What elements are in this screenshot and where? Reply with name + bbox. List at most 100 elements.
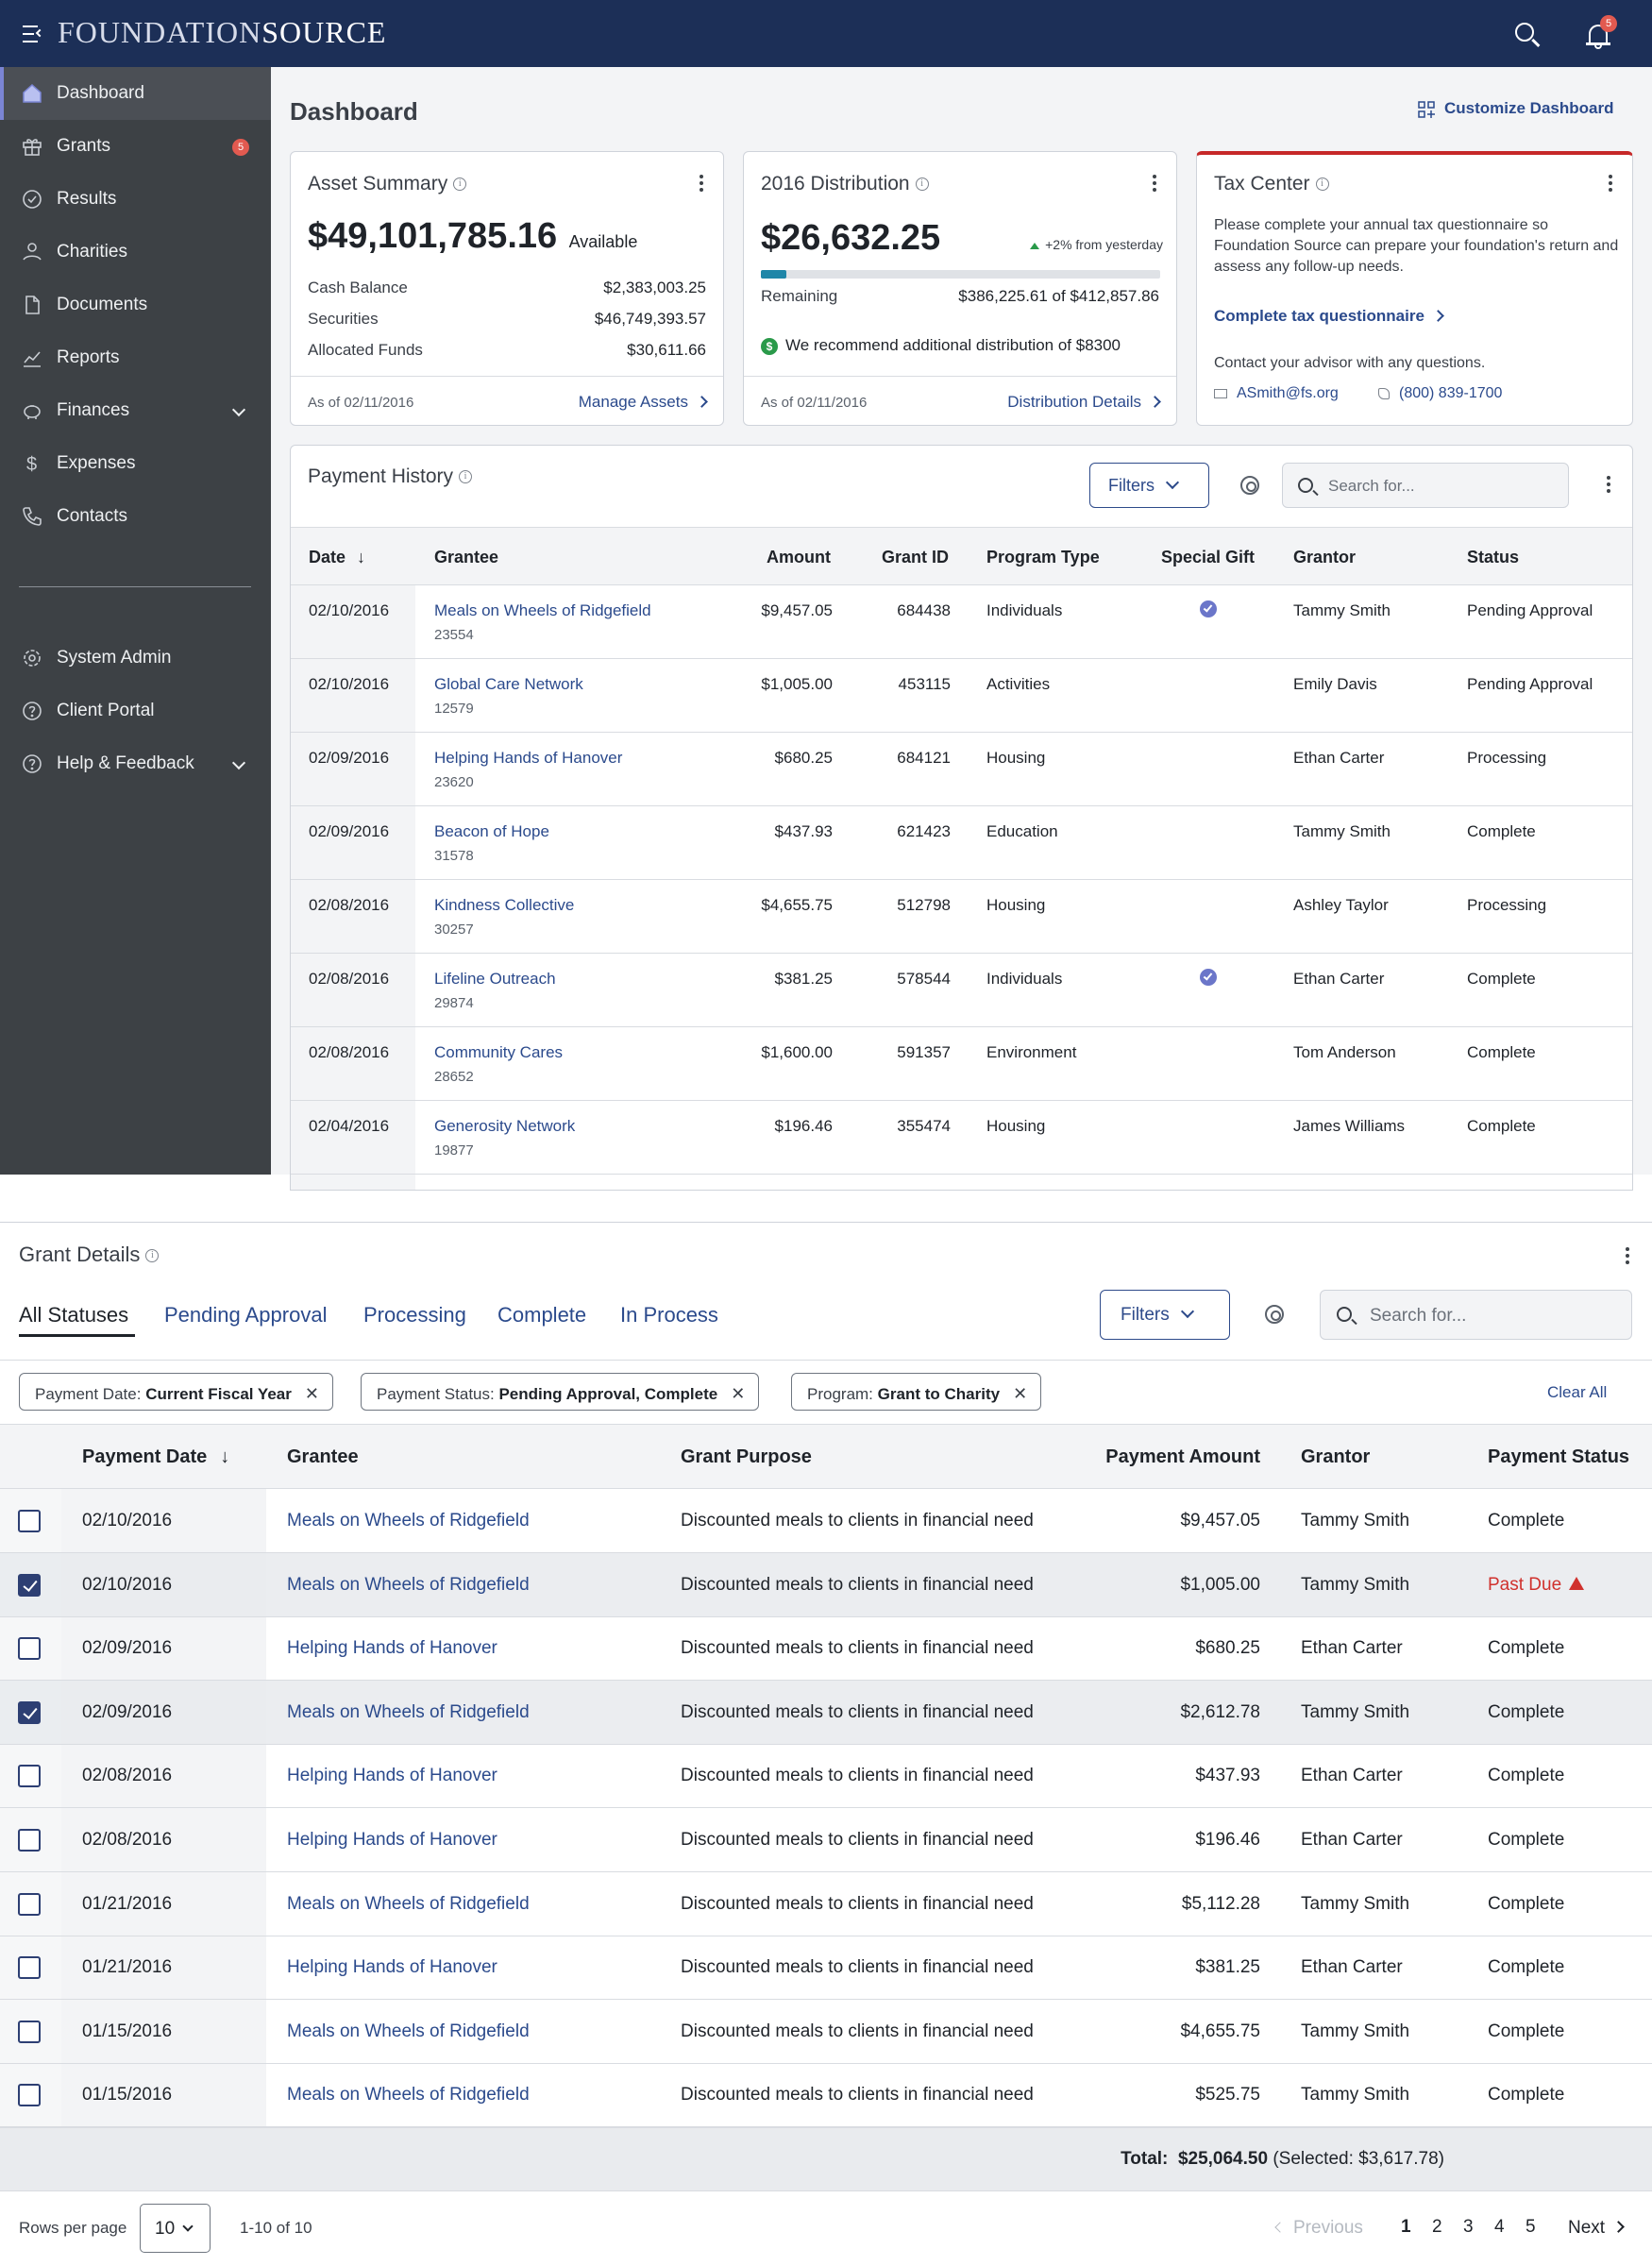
table-row[interactable]: 02/08/2016 Helping Hands of Hanover Discou… [0,1744,1652,1809]
row-select-checkbox[interactable] [18,1700,41,1724]
column-header-grantee[interactable]: Grantee [434,548,499,566]
filter-chip-program[interactable]: Program: Grant to Charity ✕ [791,1373,1042,1411]
column-header-payment-amount[interactable]: Payment Amount [1105,1446,1260,1467]
row-grantee-link[interactable]: Meals on Wheels of Ridgefield [287,1701,530,1722]
previous-page-button[interactable]: Previous [1274,2218,1363,2239]
sidebar-item-documents[interactable]: Documents [0,279,271,331]
sidebar-item-help-feedback[interactable]: Help & Feedback [0,737,271,790]
column-header-special-gift[interactable]: Special Gift [1161,548,1256,566]
column-header-status[interactable]: Status [1467,548,1520,566]
table-row[interactable]: 02/08/2016 Community Cares 28652 $1,600.00 5… [291,1027,1632,1101]
column-header-grantor[interactable]: Grantor [1293,548,1357,566]
close-icon[interactable]: ✕ [731,1384,746,1403]
column-header-grantee[interactable]: Grantee [287,1446,359,1467]
close-icon[interactable]: ✕ [304,1384,319,1403]
notification-bell-icon[interactable]: 5 [1586,15,1617,49]
complete-questionnaire-link[interactable]: Complete tax questionnaire [1214,307,1444,326]
row-select-checkbox[interactable] [18,1573,41,1597]
row-grantee-link[interactable]: Helping Hands of Hanover [287,1638,497,1659]
sidebar-item-system-admin[interactable]: System Admin [0,632,271,685]
column-header-grantor[interactable]: Grantor [1301,1446,1371,1467]
row-select-checkbox[interactable] [18,1765,41,1788]
row-select-checkbox[interactable] [18,1829,41,1852]
info-icon[interactable]: i [459,470,473,484]
row-grantee-link[interactable]: Helping Hands of Hanover [434,749,623,767]
row-grantee-link[interactable]: Generosity Network [434,1117,576,1135]
table-row[interactable]: 02/10/2016 Meals on Wheels of Ridgefield 2… [291,585,1632,659]
page-4-button[interactable]: 4 [1494,2217,1505,2237]
sidebar-item-reports[interactable]: Reports [0,331,271,384]
distribution-details-link[interactable]: Distribution Details [1007,393,1161,412]
table-row[interactable]: 02/04/2016 Generosity Network 19877 $196.46… [291,1101,1632,1175]
row-select-checkbox[interactable] [18,2020,41,2043]
advisor-phone-link[interactable]: (800) 839-1700 [1378,385,1502,402]
sidebar-item-client-portal[interactable]: Client Portal [0,685,271,737]
sidebar-item-contacts[interactable]: Contacts [0,490,271,543]
row-grantee-link[interactable]: Meals on Wheels of Ridgefield [287,1574,530,1595]
table-row[interactable]: 02/09/2016 Beacon of Hope 31578 $437.93 6214… [291,806,1632,880]
table-row[interactable]: 01/21/2016 Meals on Wheels of Ridgefield D… [0,1872,1652,1936]
settings-gear-icon[interactable] [1265,1305,1284,1324]
row-select-checkbox[interactable] [18,1637,41,1661]
row-grantee-link[interactable]: Kindness Collective [434,896,575,914]
advisor-email-link[interactable]: ASmith@fs.org [1214,385,1339,402]
row-grantee-link[interactable]: Meals on Wheels of Ridgefield [434,601,651,619]
manage-assets-link[interactable]: Manage Assets [579,393,708,412]
table-row[interactable]: 02/10/2016 Meals on Wheels of Ridgefield D… [0,1552,1652,1617]
sidebar-item-finances[interactable]: Finances [0,384,271,437]
customize-dashboard-button[interactable]: Customize Dashboard [1418,99,1613,118]
table-row[interactable]: 02/09/2016 Helping Hands of Hanover Discou… [0,1616,1652,1682]
row-grantee-link[interactable]: Meals on Wheels of Ridgefield [287,2021,530,2041]
table-row[interactable]: 02/10/2016 Meals on Wheels of Ridgefield D… [0,1489,1652,1553]
grant-search-input[interactable]: Search for... [1320,1290,1632,1340]
info-icon[interactable]: i [453,178,467,192]
settings-gear-icon[interactable] [1240,476,1259,495]
column-header-program-type[interactable]: Program Type [986,548,1100,566]
more-options-icon[interactable] [1607,476,1610,496]
next-page-button[interactable]: Next [1568,2218,1625,2239]
table-row[interactable]: 02/09/2016 Helping Hands of Hanover 23620 $… [291,733,1632,806]
page-5-button[interactable]: 5 [1526,2217,1536,2237]
table-row[interactable]: 02/08/2016 Lifeline Outreach 29874 $381.25 5… [291,954,1632,1027]
table-row[interactable]: 01/15/2016 Meals on Wheels of Ridgefield D… [0,2000,1652,2064]
sidebar-item-expenses[interactable]: $ Expenses [0,437,271,490]
close-icon[interactable]: ✕ [1013,1384,1028,1403]
info-icon[interactable]: i [145,1249,160,1263]
sidebar-item-results[interactable]: Results [0,173,271,226]
table-row[interactable]: 02/08/2016 Helping Hands of Hanover Discou… [0,1808,1652,1872]
more-options-icon[interactable] [700,175,703,194]
table-row[interactable]: 01/15/2016 Meals on Wheels of Ridgefield D… [0,2063,1652,2128]
table-row[interactable]: 02/09/2016 Meals on Wheels of Ridgefield D… [0,1680,1652,1745]
payment-search-input[interactable]: Search for... [1282,463,1569,508]
table-row[interactable]: 02/10/2016 Global Care Network 12579 $1,005… [291,659,1632,733]
search-icon[interactable] [1515,23,1542,49]
more-options-icon[interactable] [1153,175,1156,194]
row-grantee-link[interactable]: Helping Hands of Hanover [287,1766,497,1786]
column-header-date[interactable]: Date ↓ [309,548,365,567]
column-header-payment-status[interactable]: Payment Status [1488,1446,1630,1467]
row-select-checkbox[interactable] [18,1892,41,1916]
more-options-icon[interactable] [1609,175,1612,194]
row-grantee-link[interactable]: Community Cares [434,1043,564,1061]
clear-all-filters-link[interactable]: Clear All [1547,1383,1608,1401]
filter-chip-payment-date[interactable]: Payment Date: Current Fiscal Year ✕ [19,1373,333,1411]
rows-per-page-select[interactable]: 10 [140,2204,211,2253]
column-header-amount[interactable]: Amount [767,548,831,566]
row-grantee-link[interactable]: Helping Hands of Hanover [287,1957,497,1978]
app-logo[interactable]: FOUNDATIONSOURCE [58,15,386,50]
page-2-button[interactable]: 2 [1432,2217,1442,2237]
column-header-grant-purpose[interactable]: Grant Purpose [681,1446,812,1467]
info-icon[interactable]: i [915,178,929,192]
page-1-button[interactable]: 1 [1401,2217,1411,2237]
sidebar-item-dashboard[interactable]: Dashboard [0,67,271,120]
sidebar-item-grants[interactable]: Grants 5 [0,120,271,173]
row-grantee-link[interactable]: Meals on Wheels of Ridgefield [287,2085,530,2105]
row-grantee-link[interactable]: Helping Hands of Hanover [287,1830,497,1850]
row-grantee-link[interactable]: Global Care Network [434,675,583,693]
table-row[interactable]: 01/21/2016 Helping Hands of Hanover Discou… [0,1936,1652,2001]
row-select-checkbox[interactable] [18,1956,41,1980]
sidebar-item-charities[interactable]: Charities [0,226,271,279]
filters-button[interactable]: Filters [1089,463,1209,508]
tab-pending-approval[interactable]: Pending Approval [164,1303,328,1327]
row-select-checkbox[interactable] [18,1510,41,1532]
